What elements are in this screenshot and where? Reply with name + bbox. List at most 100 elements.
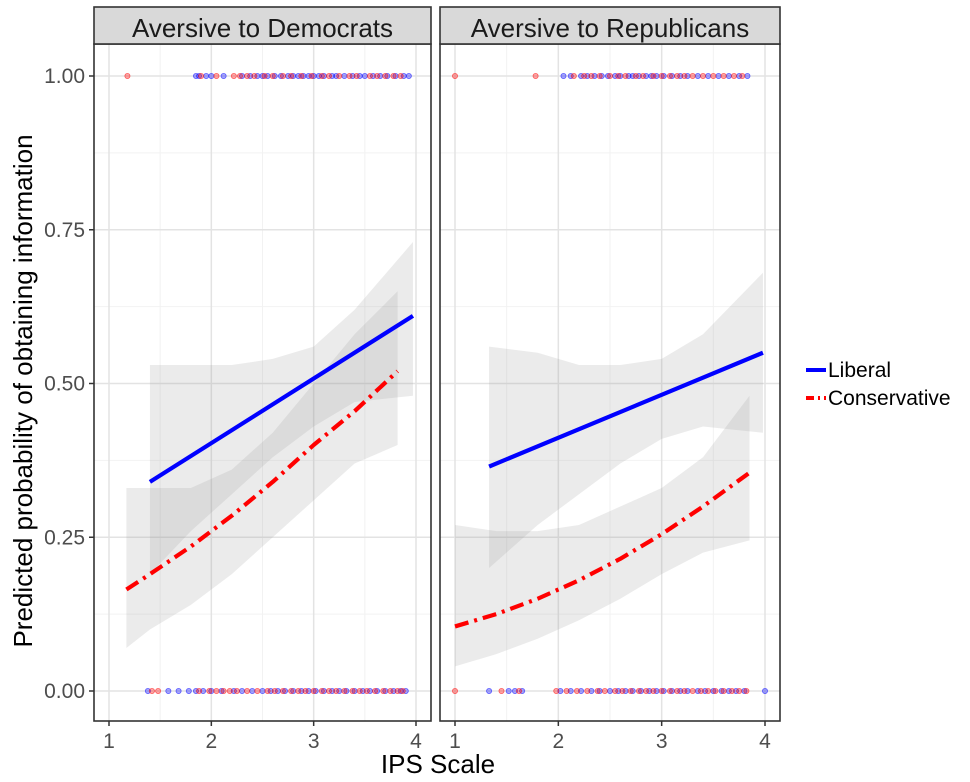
point-conservative	[553, 688, 560, 695]
point-conservative	[213, 688, 220, 695]
point-conservative	[697, 688, 704, 695]
point-conservative	[739, 73, 746, 80]
y-axis-title: Predicted probability of obtaining infor…	[8, 134, 38, 647]
point-liberal	[390, 688, 397, 695]
point-conservative	[279, 688, 286, 695]
ci-ribbon-conservative	[126, 291, 398, 648]
point-liberal	[725, 73, 732, 80]
point-conservative	[594, 688, 601, 695]
fit-line-liberal	[148, 314, 415, 484]
point-conservative	[236, 73, 243, 80]
legend: Liberal Conservative	[806, 359, 951, 410]
point-liberal	[660, 688, 667, 695]
point-conservative	[310, 688, 317, 695]
point-liberal	[329, 688, 336, 695]
point-conservative	[302, 688, 309, 695]
point-liberal	[578, 73, 585, 80]
point-conservative	[532, 73, 539, 80]
point-liberal	[374, 688, 381, 695]
point-conservative	[581, 73, 588, 80]
x-tick-label: 1	[449, 730, 461, 753]
point-conservative	[650, 688, 657, 695]
point-liberal	[175, 688, 182, 695]
facet-strip-title: Aversive to Democrats	[132, 13, 393, 43]
point-conservative	[387, 688, 394, 695]
facet-strip	[439, 6, 781, 45]
point-conservative	[710, 73, 717, 80]
point-conservative	[601, 688, 608, 695]
point-liberal	[578, 688, 585, 695]
point-conservative	[596, 73, 603, 80]
point-liberal	[341, 73, 348, 80]
point-liberal	[762, 688, 769, 695]
point-liberal	[402, 688, 409, 695]
point-conservative	[244, 688, 251, 695]
point-conservative	[155, 688, 162, 695]
point-liberal	[384, 73, 391, 80]
point-conservative	[619, 688, 626, 695]
y-tick-label: 0.75	[44, 219, 85, 242]
point-conservative	[298, 73, 305, 80]
point-conservative	[308, 73, 315, 80]
fit-line-conservative	[454, 470, 751, 629]
point-conservative	[124, 73, 131, 80]
point-conservative	[380, 688, 387, 695]
point-conservative	[666, 73, 673, 80]
point-conservative	[264, 688, 271, 695]
y-tick-label: 1.00	[44, 65, 85, 88]
point-conservative	[681, 688, 688, 695]
x-axis-title: IPS Scale	[381, 749, 495, 779]
point-liberal	[629, 688, 636, 695]
point-liberal	[584, 73, 591, 80]
fit-line-conservative	[125, 369, 400, 592]
point-liberal	[282, 688, 289, 695]
x-tick-label: 4	[410, 730, 422, 753]
point-conservative	[658, 73, 665, 80]
point-conservative	[206, 688, 213, 695]
point-liberal	[718, 688, 725, 695]
point-conservative	[271, 688, 278, 695]
point-liberal	[359, 688, 366, 695]
point-conservative	[674, 688, 681, 695]
point-conservative	[148, 688, 155, 695]
point-conservative	[336, 73, 343, 80]
point-liberal	[200, 688, 207, 695]
point-conservative	[666, 688, 673, 695]
point-conservative	[728, 688, 735, 695]
point-conservative	[681, 73, 688, 80]
point-liberal	[660, 73, 667, 80]
x-tick-label: 4	[759, 730, 771, 753]
point-conservative	[720, 688, 727, 695]
point-liberal	[519, 688, 526, 695]
point-liberal	[333, 73, 340, 80]
point-liberal	[165, 688, 172, 695]
point-liberal	[588, 688, 595, 695]
point-conservative	[615, 73, 622, 80]
point-conservative	[279, 73, 286, 80]
point-liberal	[615, 688, 622, 695]
point-liberal	[349, 73, 356, 80]
point-liberal	[505, 688, 512, 695]
point-liberal	[598, 73, 605, 80]
point-conservative	[213, 73, 220, 80]
facet-strip	[93, 6, 432, 45]
point-conservative	[612, 688, 619, 695]
point-conservative	[736, 688, 743, 695]
point-liberal	[405, 73, 412, 80]
point-liberal	[230, 688, 237, 695]
legend-conservative-label: Conservative	[828, 387, 951, 410]
point-conservative	[573, 688, 580, 695]
point-conservative	[382, 73, 389, 80]
point-conservative	[451, 688, 458, 695]
point-liberal	[702, 688, 709, 695]
point-liberal	[629, 73, 636, 80]
point-conservative	[498, 688, 505, 695]
point-conservative	[346, 73, 353, 80]
point-liberal	[625, 73, 632, 80]
point-liberal	[694, 73, 701, 80]
point-liberal	[486, 688, 493, 695]
point-conservative	[226, 688, 233, 695]
point-conservative	[705, 688, 712, 695]
point-liberal	[185, 688, 192, 695]
